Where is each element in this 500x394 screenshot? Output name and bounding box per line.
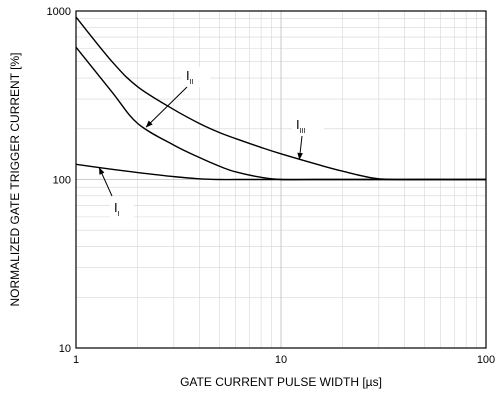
series-label-arrow <box>145 86 188 128</box>
x-tick-label: 10 <box>275 354 287 366</box>
series-line-ii <box>75 46 486 181</box>
label-background <box>292 116 324 136</box>
series-label-subscript: I <box>118 211 120 218</box>
series-label-ii: III <box>145 67 210 128</box>
series-label-subscript: II <box>190 79 194 86</box>
y-tick-label: 1000 <box>47 6 71 18</box>
series-label-text: III <box>186 68 194 86</box>
series-label-arrow <box>297 135 303 160</box>
x-tick-labels: 1 10 100 <box>73 354 495 366</box>
series-label-main: I <box>296 117 300 132</box>
series-label-text: II <box>114 200 120 218</box>
plot-frame <box>75 10 487 349</box>
label-background <box>182 67 210 87</box>
x-tick-label: 100 <box>477 354 495 366</box>
y-axis-title: NORMALIZED GATE TRIGGER CURRENT [%] <box>8 52 22 306</box>
y-tick-labels: 10 100 1000 <box>47 6 71 355</box>
series-line-iii <box>75 16 487 181</box>
series-label-main: I <box>114 200 118 215</box>
series-group <box>75 16 487 181</box>
series-label-main: I <box>186 68 190 83</box>
series-label-text: IIII <box>296 117 306 135</box>
x-axis-title: GATE CURRENT PULSE WIDTH [µs] <box>180 375 382 389</box>
x-tick-label: 1 <box>73 354 79 366</box>
y-tick-label: 100 <box>53 175 71 187</box>
series-label-iii: IIII <box>292 116 324 160</box>
series-label-subscript: III <box>300 128 306 135</box>
series-label-arrow <box>98 167 113 197</box>
series-label-i: II <box>98 167 134 219</box>
y-tick-label: 10 <box>59 343 71 355</box>
label-background <box>110 199 134 219</box>
